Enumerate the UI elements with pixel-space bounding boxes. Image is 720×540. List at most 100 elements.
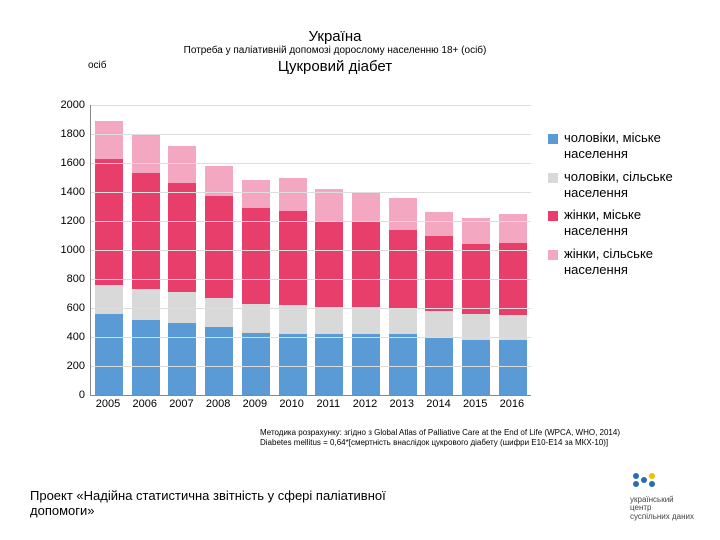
method-line2: Diabetes mellitus = 0,64*[смертність вна… <box>260 438 690 448</box>
bar-segment-m_rural <box>205 298 233 327</box>
bar-segment-m_urban <box>95 314 123 395</box>
bar-segment-f_urban <box>132 173 160 289</box>
legend-item: жінки, міське населення <box>548 207 708 240</box>
y-tick-label: 1600 <box>61 157 85 169</box>
bar-segment-m_rural <box>132 289 160 319</box>
legend-item: чоловіки, міське населення <box>548 130 708 163</box>
bar-segment-m_urban <box>315 334 343 395</box>
x-tick-label: 2005 <box>94 398 122 410</box>
grid-line <box>91 366 531 367</box>
bar-segment-f_rural <box>242 180 270 208</box>
y-tick-label: 1200 <box>61 215 85 227</box>
bar-column <box>499 214 527 395</box>
subtitle: Потреба у паліативній допомозі дорослому… <box>120 45 550 56</box>
bar-column <box>315 189 343 395</box>
x-tick-label: 2013 <box>388 398 416 410</box>
x-tick-label: 2010 <box>278 398 306 410</box>
bar-segment-f_urban <box>205 196 233 298</box>
bar-segment-m_rural <box>352 307 380 335</box>
grid-line <box>91 163 531 164</box>
org-logo: український центр суспільних даних <box>630 472 694 522</box>
bar-segment-f_urban <box>242 208 270 304</box>
bar-segment-m_urban <box>389 334 417 395</box>
x-tick-label: 2006 <box>131 398 159 410</box>
y-tick-label: 1800 <box>61 128 85 140</box>
x-axis-labels: 2005200620072008200920102011201220132014… <box>90 398 530 410</box>
disease-title: Цукровий діабет <box>120 58 550 75</box>
x-tick-label: 2015 <box>461 398 489 410</box>
method-line1: Методика розрахунку: згідно з Global Atl… <box>260 428 690 438</box>
bar-segment-m_rural <box>315 307 343 335</box>
y-tick-label: 1000 <box>61 244 85 256</box>
y-tick-label: 1400 <box>61 186 85 198</box>
bar-segment-m_rural <box>389 308 417 334</box>
bar-column <box>425 212 453 395</box>
legend: чоловіки, міське населення чоловіки, сіль… <box>548 130 708 284</box>
country-title: Україна <box>120 28 550 45</box>
bar-segment-f_rural <box>279 178 307 211</box>
bar-segment-m_urban <box>242 333 270 395</box>
project-footer: Проект «Надійна статистична звітність у … <box>30 488 410 518</box>
grid-line <box>91 250 531 251</box>
legend-label: жінки, міське населення <box>564 207 708 240</box>
method-note: Методика розрахунку: згідно з Global Atl… <box>260 428 690 449</box>
chart-area: 0200400600800100012001400160018002000 <box>90 105 531 396</box>
y-tick-label: 200 <box>67 360 85 372</box>
y-tick-label: 800 <box>67 273 85 285</box>
bar-segment-f_urban <box>315 221 343 307</box>
x-tick-label: 2016 <box>498 398 526 410</box>
bar-column <box>205 166 233 395</box>
x-tick-label: 2012 <box>351 398 379 410</box>
legend-swatch <box>548 211 558 221</box>
bar-segment-f_urban <box>168 183 196 292</box>
bar-column <box>462 218 490 395</box>
bar-segment-m_urban <box>168 323 196 396</box>
bar-column <box>168 146 196 395</box>
logo-line3: суспільних даних <box>630 513 694 522</box>
bar-column <box>132 134 160 395</box>
grid-line <box>91 105 531 106</box>
y-tick-label: 2000 <box>61 99 85 111</box>
bar-segment-f_rural <box>462 218 490 244</box>
title-block: Україна Потреба у паліативній допомозі д… <box>120 28 550 75</box>
legend-swatch <box>548 173 558 183</box>
legend-item: чоловіки, сільське населення <box>548 169 708 202</box>
bar-segment-f_rural <box>389 198 417 230</box>
y-tick-label: 400 <box>67 331 85 343</box>
bar-segment-f_rural <box>132 134 160 173</box>
bar-segment-f_rural <box>168 146 196 184</box>
bar-column <box>242 180 270 395</box>
legend-swatch <box>548 134 558 144</box>
bar-segment-f_rural <box>315 189 343 221</box>
legend-swatch <box>548 250 558 260</box>
y-tick-label: 0 <box>79 389 85 401</box>
x-tick-label: 2014 <box>424 398 452 410</box>
bar-segment-m_rural <box>95 285 123 314</box>
bar-segment-f_urban <box>425 236 453 311</box>
bar-column <box>279 178 307 395</box>
grid-line <box>91 192 531 193</box>
bar-column <box>352 192 380 395</box>
legend-item: жінки, сільське населення <box>548 246 708 279</box>
bar-segment-f_rural <box>352 192 380 221</box>
y-axis-unit: осіб <box>88 60 107 71</box>
x-tick-label: 2009 <box>241 398 269 410</box>
bar-segment-f_rural <box>95 121 123 159</box>
legend-label: жінки, сільське населення <box>564 246 708 279</box>
x-tick-label: 2008 <box>204 398 232 410</box>
bar-segment-f_urban <box>352 221 380 307</box>
bar-segment-m_urban <box>352 334 380 395</box>
bar-segment-f_urban <box>279 211 307 305</box>
bar-segment-f_urban <box>389 230 417 308</box>
grid-line <box>91 337 531 338</box>
grid-line <box>91 221 531 222</box>
bar-segment-m_urban <box>462 340 490 395</box>
grid-line <box>91 279 531 280</box>
bar-segment-m_urban <box>499 340 527 395</box>
bar-segment-m_urban <box>279 334 307 395</box>
bar-segment-m_rural <box>425 311 453 337</box>
x-tick-label: 2011 <box>314 398 342 410</box>
grid-line <box>91 308 531 309</box>
bar-segment-f_rural <box>425 212 453 235</box>
bar-segment-m_rural <box>279 305 307 334</box>
